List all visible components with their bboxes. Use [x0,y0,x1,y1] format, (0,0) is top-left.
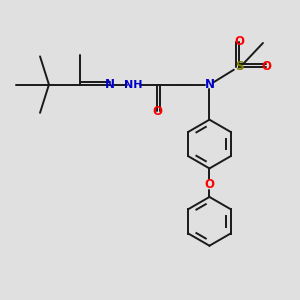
Text: NH: NH [124,80,143,90]
Text: O: O [152,105,162,118]
Text: N: N [204,78,214,91]
Text: S: S [235,60,243,73]
Text: N: N [105,78,115,91]
Text: O: O [204,178,214,191]
Text: O: O [234,35,244,48]
Text: O: O [261,60,271,73]
